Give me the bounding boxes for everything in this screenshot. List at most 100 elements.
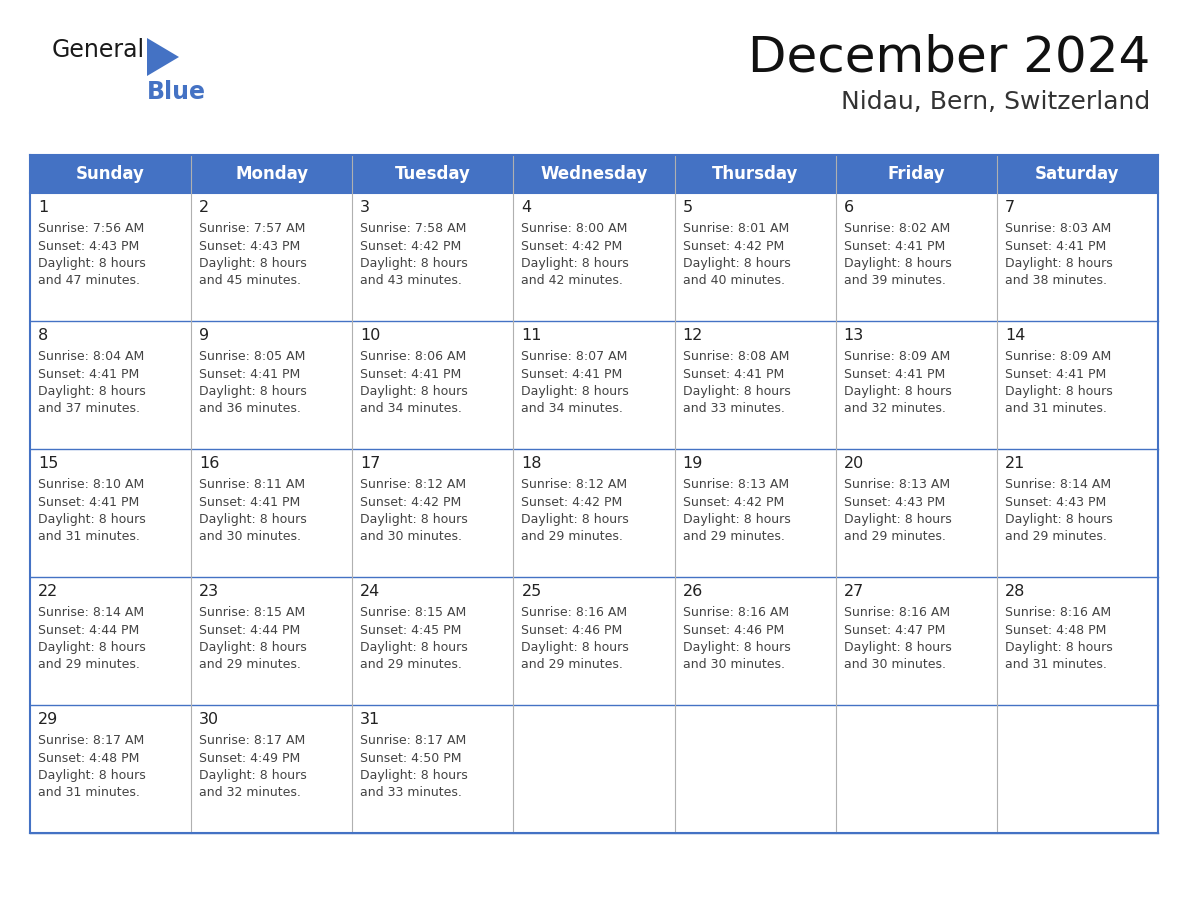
Text: Daylight: 8 hours: Daylight: 8 hours [522,257,630,270]
Text: Sunset: 4:41 PM: Sunset: 4:41 PM [200,496,301,509]
Text: Sunset: 4:45 PM: Sunset: 4:45 PM [360,623,462,636]
Text: Sunset: 4:44 PM: Sunset: 4:44 PM [38,623,139,636]
Text: 31: 31 [360,712,380,727]
Text: Daylight: 8 hours: Daylight: 8 hours [683,641,790,654]
Text: 9: 9 [200,328,209,343]
Text: Sunrise: 8:16 AM: Sunrise: 8:16 AM [843,606,950,619]
Text: Sunrise: 8:04 AM: Sunrise: 8:04 AM [38,350,144,363]
Text: Sunset: 4:42 PM: Sunset: 4:42 PM [683,496,784,509]
Text: Daylight: 8 hours: Daylight: 8 hours [200,769,307,782]
Polygon shape [147,38,179,76]
Text: 14: 14 [1005,328,1025,343]
Text: Daylight: 8 hours: Daylight: 8 hours [200,513,307,526]
Text: Daylight: 8 hours: Daylight: 8 hours [38,769,146,782]
Text: Blue: Blue [147,80,206,104]
Text: and 40 minutes.: and 40 minutes. [683,274,784,287]
Text: Sunrise: 8:09 AM: Sunrise: 8:09 AM [1005,350,1111,363]
Text: and 45 minutes.: and 45 minutes. [200,274,301,287]
Text: Sunrise: 8:07 AM: Sunrise: 8:07 AM [522,350,627,363]
Text: and 31 minutes.: and 31 minutes. [1005,658,1107,671]
Text: and 37 minutes.: and 37 minutes. [38,402,140,416]
Text: Nidau, Bern, Switzerland: Nidau, Bern, Switzerland [841,90,1150,114]
Text: Sunset: 4:43 PM: Sunset: 4:43 PM [38,240,139,252]
Text: 3: 3 [360,200,371,215]
Text: 10: 10 [360,328,380,343]
Text: Sunset: 4:42 PM: Sunset: 4:42 PM [683,240,784,252]
Text: and 29 minutes.: and 29 minutes. [360,658,462,671]
Text: Sunrise: 8:05 AM: Sunrise: 8:05 AM [200,350,305,363]
Text: and 31 minutes.: and 31 minutes. [38,787,140,800]
Text: Daylight: 8 hours: Daylight: 8 hours [360,257,468,270]
Text: Sunset: 4:42 PM: Sunset: 4:42 PM [360,496,461,509]
Text: Daylight: 8 hours: Daylight: 8 hours [522,385,630,398]
Text: Sunset: 4:41 PM: Sunset: 4:41 PM [843,367,944,380]
Text: 15: 15 [38,456,58,471]
Text: Sunrise: 8:11 AM: Sunrise: 8:11 AM [200,478,305,491]
Text: and 32 minutes.: and 32 minutes. [200,787,301,800]
Text: Sunrise: 8:13 AM: Sunrise: 8:13 AM [843,478,950,491]
Text: and 32 minutes.: and 32 minutes. [843,402,946,416]
Text: Sunset: 4:42 PM: Sunset: 4:42 PM [522,240,623,252]
Text: Sunset: 4:47 PM: Sunset: 4:47 PM [843,623,946,636]
Text: and 30 minutes.: and 30 minutes. [843,658,946,671]
Text: Thursday: Thursday [712,165,798,183]
Text: Daylight: 8 hours: Daylight: 8 hours [522,513,630,526]
Text: and 29 minutes.: and 29 minutes. [683,531,784,543]
Text: and 29 minutes.: and 29 minutes. [522,531,624,543]
Text: Sunrise: 8:06 AM: Sunrise: 8:06 AM [360,350,467,363]
Text: Sunrise: 8:10 AM: Sunrise: 8:10 AM [38,478,144,491]
Text: Daylight: 8 hours: Daylight: 8 hours [38,641,146,654]
Text: Daylight: 8 hours: Daylight: 8 hours [1005,513,1113,526]
Text: Sunrise: 8:12 AM: Sunrise: 8:12 AM [522,478,627,491]
Text: Sunrise: 8:16 AM: Sunrise: 8:16 AM [683,606,789,619]
Text: Saturday: Saturday [1035,165,1119,183]
Text: and 29 minutes.: and 29 minutes. [843,531,946,543]
Text: 4: 4 [522,200,531,215]
Text: Daylight: 8 hours: Daylight: 8 hours [843,513,952,526]
Text: Daylight: 8 hours: Daylight: 8 hours [200,641,307,654]
Text: Monday: Monday [235,165,308,183]
Text: 29: 29 [38,712,58,727]
Text: and 29 minutes.: and 29 minutes. [1005,531,1107,543]
Text: and 29 minutes.: and 29 minutes. [200,658,301,671]
Text: 21: 21 [1005,456,1025,471]
Text: Sunset: 4:50 PM: Sunset: 4:50 PM [360,752,462,765]
Text: Sunset: 4:48 PM: Sunset: 4:48 PM [38,752,139,765]
Text: Sunday: Sunday [76,165,145,183]
Text: 13: 13 [843,328,864,343]
Text: Sunset: 4:41 PM: Sunset: 4:41 PM [1005,367,1106,380]
Text: General: General [52,38,145,62]
Text: and 36 minutes.: and 36 minutes. [200,402,301,416]
Text: Daylight: 8 hours: Daylight: 8 hours [843,385,952,398]
Text: Sunset: 4:41 PM: Sunset: 4:41 PM [683,367,784,380]
Text: Daylight: 8 hours: Daylight: 8 hours [683,513,790,526]
Text: 24: 24 [360,584,380,599]
Text: and 29 minutes.: and 29 minutes. [38,658,140,671]
Text: and 42 minutes.: and 42 minutes. [522,274,624,287]
Text: 17: 17 [360,456,380,471]
Text: Daylight: 8 hours: Daylight: 8 hours [360,641,468,654]
Text: Sunset: 4:41 PM: Sunset: 4:41 PM [38,496,139,509]
Text: Wednesday: Wednesday [541,165,647,183]
Text: and 30 minutes.: and 30 minutes. [200,531,301,543]
Text: Sunset: 4:42 PM: Sunset: 4:42 PM [360,240,461,252]
Text: Sunset: 4:41 PM: Sunset: 4:41 PM [360,367,461,380]
Text: Sunset: 4:41 PM: Sunset: 4:41 PM [843,240,944,252]
Text: 12: 12 [683,328,703,343]
Text: 19: 19 [683,456,703,471]
Text: Daylight: 8 hours: Daylight: 8 hours [360,513,468,526]
Text: Sunrise: 7:56 AM: Sunrise: 7:56 AM [38,222,144,235]
Text: Sunset: 4:43 PM: Sunset: 4:43 PM [843,496,944,509]
Text: Sunrise: 8:14 AM: Sunrise: 8:14 AM [38,606,144,619]
Text: Sunset: 4:42 PM: Sunset: 4:42 PM [522,496,623,509]
Text: Sunrise: 8:00 AM: Sunrise: 8:00 AM [522,222,627,235]
Text: and 30 minutes.: and 30 minutes. [683,658,784,671]
Text: Daylight: 8 hours: Daylight: 8 hours [38,385,146,398]
Text: Daylight: 8 hours: Daylight: 8 hours [360,769,468,782]
Text: Friday: Friday [887,165,946,183]
Text: Sunset: 4:46 PM: Sunset: 4:46 PM [522,623,623,636]
Text: Sunrise: 8:15 AM: Sunrise: 8:15 AM [360,606,467,619]
Text: Sunset: 4:44 PM: Sunset: 4:44 PM [200,623,301,636]
Text: Daylight: 8 hours: Daylight: 8 hours [843,257,952,270]
Text: Daylight: 8 hours: Daylight: 8 hours [38,257,146,270]
